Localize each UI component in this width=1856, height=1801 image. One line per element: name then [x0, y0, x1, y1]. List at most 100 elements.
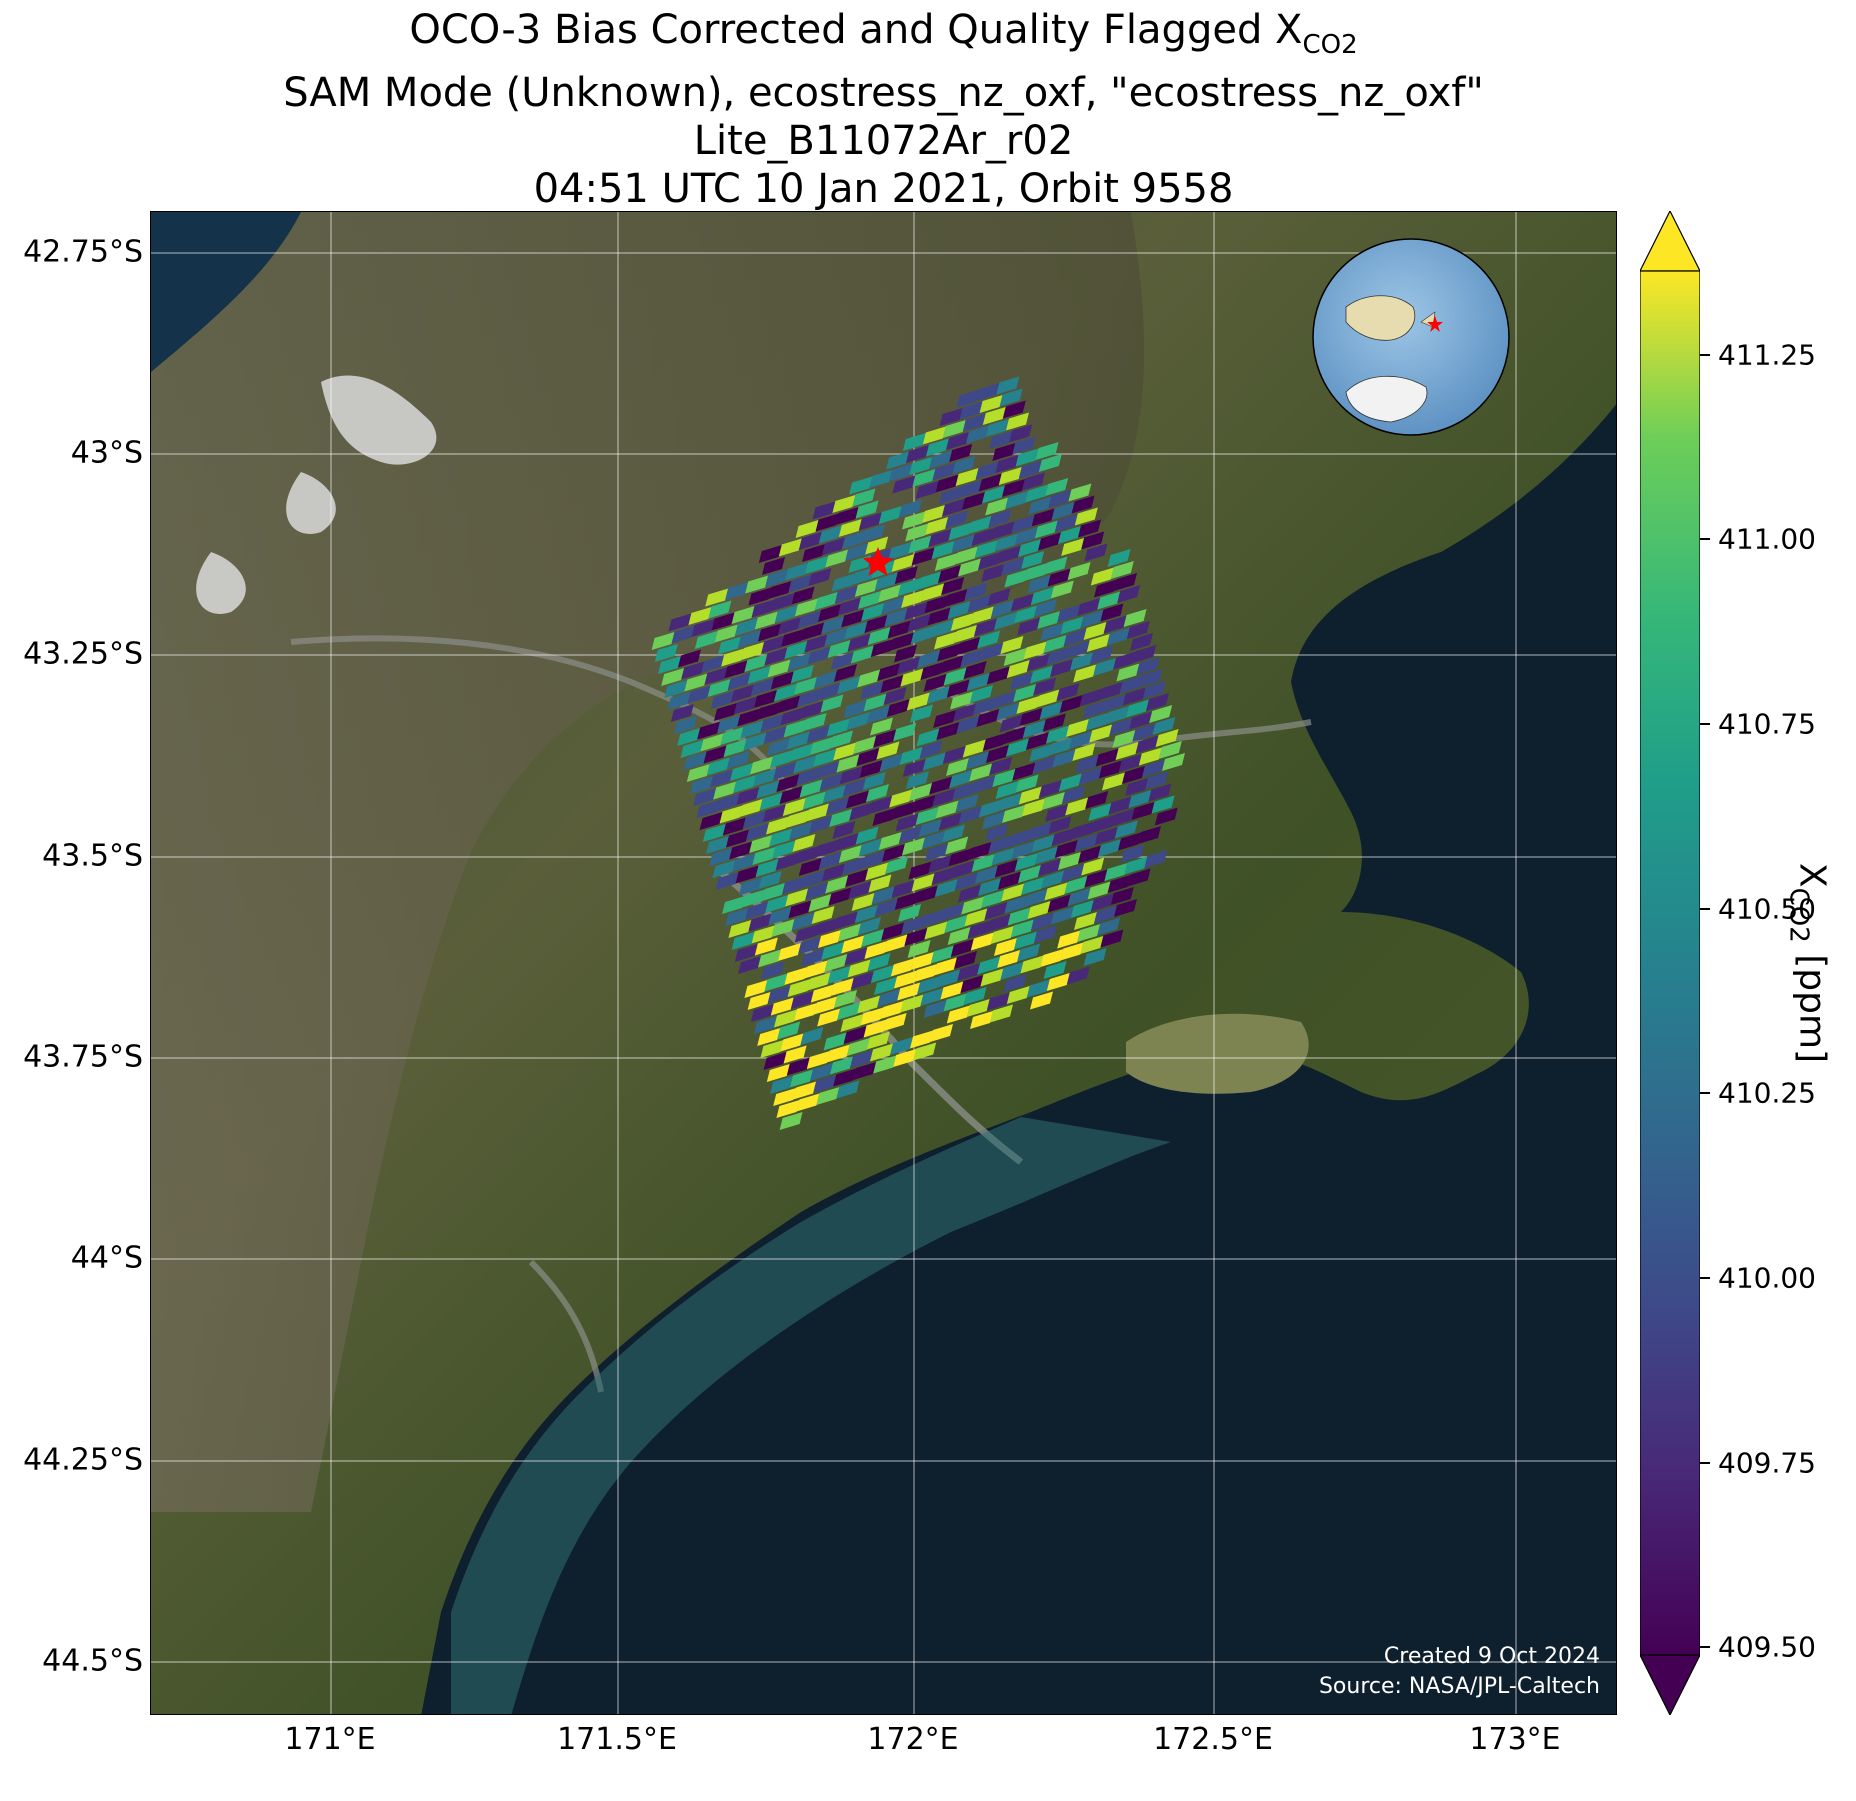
sounding-footprint: [1038, 780, 1062, 798]
sounding-footprint: [807, 646, 831, 665]
sounding-footprint: [1087, 881, 1111, 900]
sounding-footprint: [1033, 677, 1057, 696]
sounding-footprint: [929, 450, 953, 469]
sounding-footprint: [898, 904, 921, 922]
sounding-footprint: [1077, 924, 1101, 942]
sounding-footprint: [894, 566, 918, 584]
sounding-footprint: [893, 723, 917, 741]
sounding-footprint: [882, 844, 905, 862]
sounding-footprint: [892, 801, 916, 820]
sounding-footprint: [978, 473, 1002, 492]
sounding-footprint: [751, 599, 775, 618]
sounding-footprint: [826, 718, 850, 737]
sounding-footprint: [934, 631, 957, 650]
sounding-footprint: [798, 532, 822, 550]
sounding-footprint: [1010, 593, 1034, 612]
sounding-footprint: [898, 499, 922, 518]
title-line-4: 04:51 UTC 10 Jan 2021, Orbit 9558: [533, 166, 1234, 212]
sounding-footprint: [795, 520, 819, 538]
sounding-footprint: [834, 585, 858, 604]
sounding-footprint: [671, 625, 695, 644]
sounding-footprint: [938, 565, 961, 583]
sounding-footprint: [835, 507, 859, 525]
sounding-footprint: [778, 617, 801, 635]
sounding-footprint: [1042, 792, 1065, 810]
sounding-footprint: [861, 929, 885, 947]
sounding-footprint: [1048, 490, 1072, 508]
sounding-footprint: [998, 545, 1021, 564]
sounding-footprint: [1071, 495, 1095, 514]
sounding-footprint: [810, 1063, 833, 1081]
sounding-footprint: [1088, 803, 1112, 821]
sounding-footprint: [753, 768, 777, 787]
sounding-footprint: [722, 896, 745, 914]
sounding-footprint: [998, 793, 1022, 811]
sounding-footprint: [881, 922, 905, 941]
sounding-footprint: [1158, 741, 1182, 759]
sounding-footprint: [1128, 790, 1152, 808]
sounding-footprint: [962, 492, 985, 510]
sounding-footprint: [747, 666, 771, 684]
sounding-footprint: [907, 940, 931, 958]
lake-ellesmere: [1126, 1013, 1309, 1094]
sounding-footprint: [1029, 744, 1053, 762]
sounding-footprint: [754, 611, 778, 630]
sounding-footprint: [1080, 936, 1104, 954]
title-line-1-text: OCO-3 Bias Corrected and Quality Flagged…: [409, 7, 1303, 53]
sounding-footprint: [1083, 948, 1107, 966]
colorbar-tick-mark-0: [1700, 354, 1710, 356]
sounding-footprint: [832, 821, 856, 839]
sounding-footprint: [829, 809, 853, 827]
sounding-footprint: [860, 1007, 884, 1026]
sounding-footprint: [853, 1062, 877, 1080]
sounding-footprint: [786, 731, 810, 750]
sounding-footprint: [1110, 561, 1134, 579]
sounding-footprint: [762, 883, 785, 901]
sounding-footprint: [726, 829, 749, 848]
sounding-footprint: [830, 978, 854, 996]
sounding-footprint: [1060, 942, 1084, 961]
sounding-footprint: [850, 645, 874, 664]
sounding-footprint: [708, 600, 732, 619]
sounding-footprint: [1066, 966, 1090, 985]
sounding-footprint: [1005, 491, 1029, 509]
sounding-footprint: [746, 823, 769, 841]
colorbar-tick-411-25: 411.25: [1718, 338, 1816, 372]
sounding-footprint: [1109, 718, 1133, 736]
sounding-footprint: [1002, 726, 1026, 745]
sounding-footprint: [870, 639, 894, 657]
sounding-footprint: [797, 689, 821, 707]
sounding-footprint: [858, 838, 882, 857]
sounding-footprint: [904, 602, 928, 620]
sounding-footprint: [1011, 515, 1035, 533]
map-panel[interactable]: Created 9 Oct 2024 Source: NASA/JPL-Calt…: [150, 211, 1617, 1715]
sounding-footprint: [819, 773, 843, 791]
sounding-footprint: [995, 781, 1019, 799]
sounding-footprint: [850, 971, 874, 990]
sounding-footprint: [687, 685, 711, 704]
sounding-footprint: [884, 608, 908, 627]
sounding-footprint: [996, 702, 1020, 721]
sounding-footprint: [738, 877, 762, 896]
sounding-footprint: [1133, 645, 1157, 663]
sounding-footprint: [864, 941, 888, 959]
sounding-footprint: [927, 607, 951, 626]
sounding-footprint: [1090, 567, 1114, 586]
sounding-footprint: [1097, 917, 1121, 936]
sounding-footprint: [979, 395, 1003, 413]
sounding-footprint: [1006, 412, 1029, 431]
sounding-footprint: [852, 488, 876, 507]
sounding-footprint: [1010, 672, 1033, 690]
sounding-footprint: [950, 939, 974, 957]
sounding-footprint: [1090, 646, 1113, 664]
lat-label-44-25: 44.25°S: [23, 1442, 143, 1478]
sounding-footprint: [1070, 652, 1093, 671]
sounding-footprint: [985, 497, 1009, 516]
sounding-footprint: [812, 501, 836, 520]
sounding-footprint: [966, 673, 990, 691]
sounding-footprint: [1013, 684, 1037, 702]
sounding-footprint: [1021, 551, 1045, 569]
sounding-footprint: [787, 979, 811, 997]
sounding-footprint: [838, 923, 861, 942]
colorbar-tick-mark-1: [1700, 538, 1710, 540]
